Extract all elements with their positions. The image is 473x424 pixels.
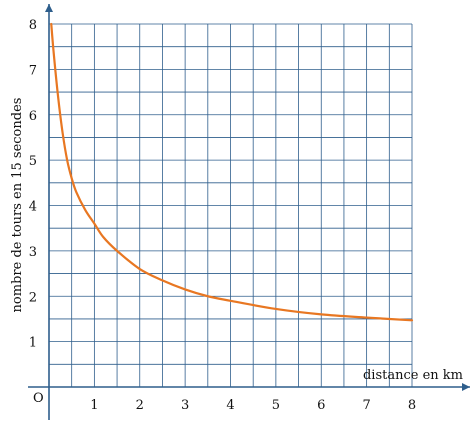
- y-tick-label: 6: [29, 109, 37, 124]
- x-tick-label: 1: [90, 398, 98, 413]
- y-tick-label: 4: [29, 200, 37, 215]
- x-tick-label: 8: [408, 398, 416, 413]
- x-tick-label: 4: [226, 398, 234, 413]
- axes: [28, 4, 470, 420]
- y-axis-label: nombre de tours en 15 secondes: [10, 98, 25, 313]
- x-tick-label: 3: [181, 398, 189, 413]
- x-tick-label: 2: [136, 398, 144, 413]
- y-tick-label: 2: [29, 290, 37, 305]
- y-tick-label: 8: [29, 18, 37, 33]
- y-tick-label: 3: [29, 245, 37, 260]
- x-axis-label: distance en km: [363, 368, 463, 383]
- x-axis-arrow: [462, 383, 470, 391]
- x-tick-label: 5: [272, 398, 280, 413]
- tick-labels: 1 2 3 4 5 6 7 8 1 2 3 4 5 6 7 8: [29, 18, 416, 413]
- y-axis-arrow: [45, 4, 53, 12]
- origin-label: O: [33, 391, 44, 406]
- series-line: [50, 22, 414, 322]
- grid: [49, 23, 413, 387]
- x-tick-label: 7: [362, 398, 370, 413]
- x-tick-label: 6: [317, 398, 325, 413]
- y-tick-label: 5: [29, 154, 37, 169]
- y-tick-label: 1: [29, 336, 37, 351]
- curve-layer: [50, 22, 414, 322]
- y-tick-label: 7: [29, 63, 37, 78]
